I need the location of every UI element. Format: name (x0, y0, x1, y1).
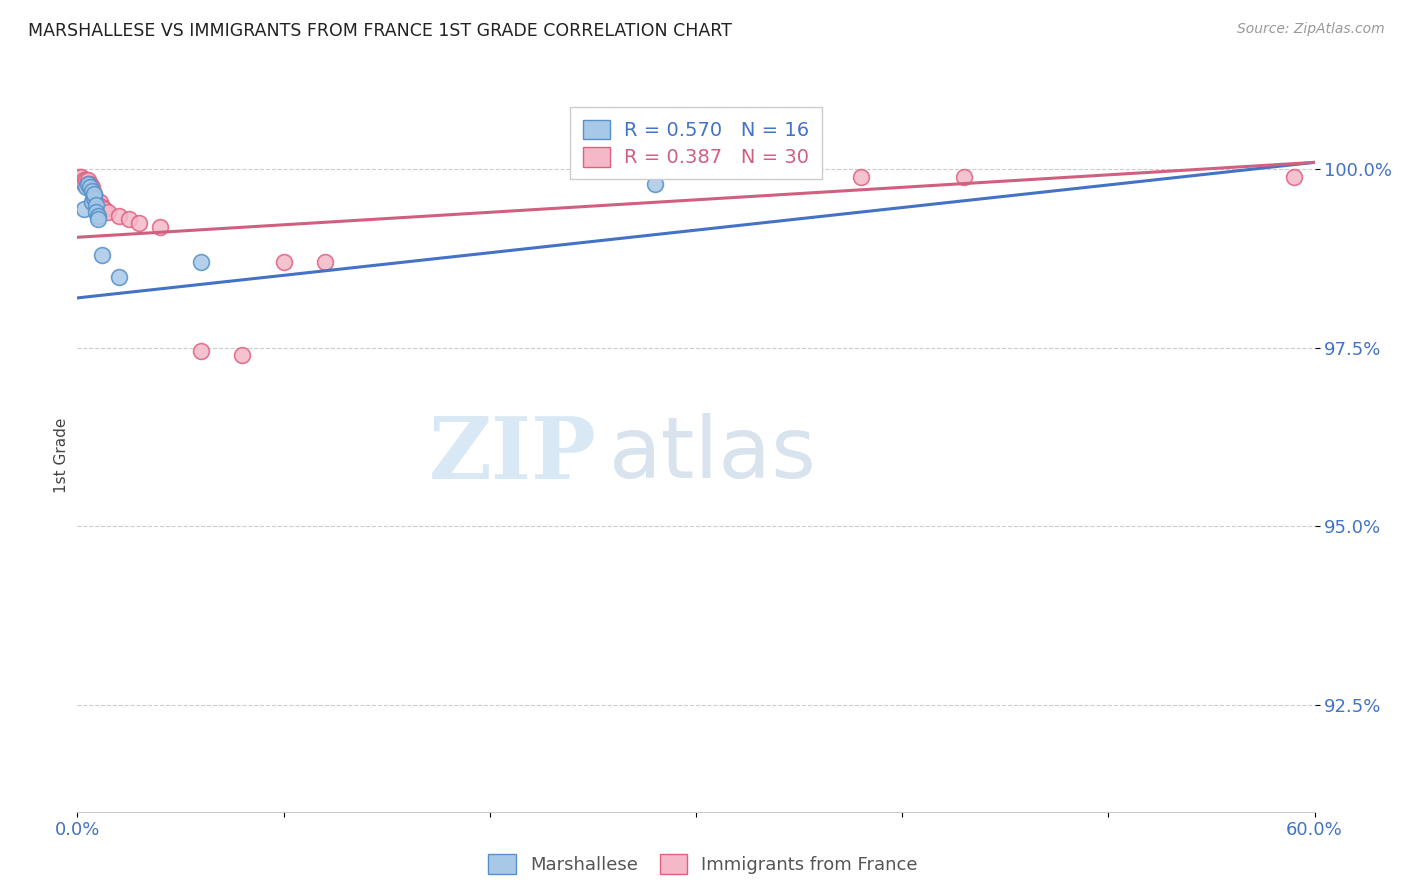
Point (87, 209, 110, 223)
Text: Source: ZipAtlas.com: Source: ZipAtlas.com (1237, 22, 1385, 37)
Y-axis label: 1st Grade: 1st Grade (53, 417, 69, 492)
Point (72, 173, 94, 187)
Point (87, 198, 110, 212)
Point (107, 269, 129, 284)
Point (118, 212, 141, 227)
Point (644, 177, 666, 191)
Point (75, 180, 97, 194)
Point (149, 219, 172, 234)
Point (190, 255, 212, 269)
Point (849, 169, 872, 184)
Text: MARSHALLESE VS IMMIGRANTS FROM FRANCE 1ST GRADE CORRELATION CHART: MARSHALLESE VS IMMIGRANTS FROM FRANCE 1S… (28, 22, 733, 40)
Point (84, 193, 107, 207)
Point (93, 202, 115, 216)
Legend: Marshallese, Immigrants from France: Marshallese, Immigrants from France (481, 847, 925, 881)
Point (273, 255, 295, 269)
Point (67, 169, 90, 184)
Point (79, 180, 101, 194)
Point (83, 191, 105, 205)
Point (76, 177, 98, 191)
Point (75, 173, 97, 187)
Point (107, 209, 129, 223)
Point (80, 194, 103, 209)
Point (76, 173, 98, 187)
Point (84, 205, 107, 219)
Point (87, 212, 110, 227)
Point (190, 344, 212, 359)
Point (1282, 169, 1305, 184)
Point (80, 184, 103, 198)
Point (80, 184, 103, 198)
Point (72, 177, 94, 191)
Point (91, 200, 114, 214)
Point (79, 180, 101, 194)
Point (80, 180, 103, 194)
Point (953, 169, 976, 184)
Point (70, 169, 93, 184)
Text: ZIP: ZIP (429, 413, 598, 497)
Text: atlas: atlas (609, 413, 817, 497)
Point (314, 255, 336, 269)
Point (72, 202, 94, 216)
Point (91, 248, 114, 262)
Point (83, 187, 105, 202)
Point (89, 194, 111, 209)
Point (83, 187, 105, 202)
Point (128, 216, 150, 230)
Point (83, 191, 105, 205)
Point (79, 177, 101, 191)
Point (84, 198, 107, 212)
Point (97, 205, 120, 219)
Legend: R = 0.570   N = 16, R = 0.387   N = 30: R = 0.570 N = 16, R = 0.387 N = 30 (569, 107, 823, 179)
Point (76, 177, 98, 191)
Point (231, 348, 253, 362)
